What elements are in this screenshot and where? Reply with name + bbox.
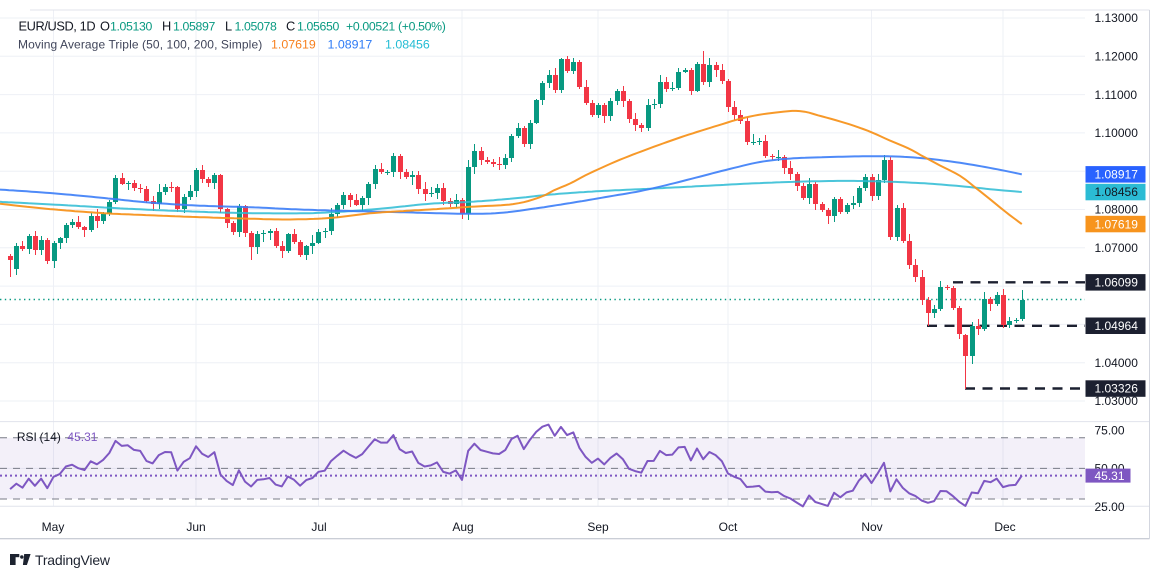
svg-text:C: C xyxy=(286,18,295,33)
svg-text:L: L xyxy=(225,18,232,33)
svg-text:1.10000: 1.10000 xyxy=(1095,126,1139,140)
svg-text:1.03000: 1.03000 xyxy=(1095,394,1139,408)
svg-text:1.12000: 1.12000 xyxy=(1095,50,1139,64)
svg-text:1.04000: 1.04000 xyxy=(1095,356,1139,370)
svg-text:1.07000: 1.07000 xyxy=(1095,241,1139,255)
svg-text:TradingView: TradingView xyxy=(35,552,111,568)
svg-text:25.00: 25.00 xyxy=(1095,500,1125,514)
svg-text:Oct: Oct xyxy=(719,520,738,534)
svg-text:Jun: Jun xyxy=(186,520,205,534)
svg-text:1.13000: 1.13000 xyxy=(1095,11,1139,25)
svg-text:May: May xyxy=(42,520,65,534)
svg-text:1.11000: 1.11000 xyxy=(1095,88,1138,102)
svg-text:1.08000: 1.08000 xyxy=(1095,203,1139,217)
svg-text:1.04964: 1.04964 xyxy=(1095,319,1139,333)
svg-text:(+0.50%): (+0.50%) xyxy=(398,19,446,33)
svg-text:1.08917: 1.08917 xyxy=(328,37,373,51)
svg-text:(14): (14) xyxy=(40,430,61,444)
svg-text:Sep: Sep xyxy=(587,520,609,534)
svg-text:1.07619: 1.07619 xyxy=(1095,217,1139,231)
svg-text:Moving Average Triple (50, 100: Moving Average Triple (50, 100, 200, Sim… xyxy=(18,37,262,51)
svg-text:1.05897: 1.05897 xyxy=(173,19,216,33)
svg-text:1.08456: 1.08456 xyxy=(385,37,430,51)
svg-text:1.03326: 1.03326 xyxy=(1095,382,1139,396)
svg-text:EUR/USD, 1D: EUR/USD, 1D xyxy=(19,18,96,33)
svg-text:Jul: Jul xyxy=(311,520,326,534)
svg-text:1.05650: 1.05650 xyxy=(297,19,340,33)
svg-text:O: O xyxy=(100,18,110,33)
svg-text:Aug: Aug xyxy=(452,520,473,534)
svg-text:H: H xyxy=(162,18,171,33)
svg-text:75.00: 75.00 xyxy=(1095,423,1125,437)
svg-text:Dec: Dec xyxy=(994,520,1015,534)
svg-text:1.08917: 1.08917 xyxy=(1095,168,1139,182)
svg-text:RSI: RSI xyxy=(17,430,37,444)
svg-text:45.31: 45.31 xyxy=(1095,469,1125,483)
svg-text:45.31: 45.31 xyxy=(67,430,97,444)
svg-text:Nov: Nov xyxy=(861,520,882,534)
svg-text:1.06099: 1.06099 xyxy=(1095,276,1139,290)
svg-text:1.05130: 1.05130 xyxy=(110,19,153,33)
svg-text:1.05078: 1.05078 xyxy=(235,19,278,33)
svg-text:1.07619: 1.07619 xyxy=(271,37,316,51)
svg-text:+0.00521: +0.00521 xyxy=(346,19,395,33)
svg-text:1.08456: 1.08456 xyxy=(1095,185,1139,199)
